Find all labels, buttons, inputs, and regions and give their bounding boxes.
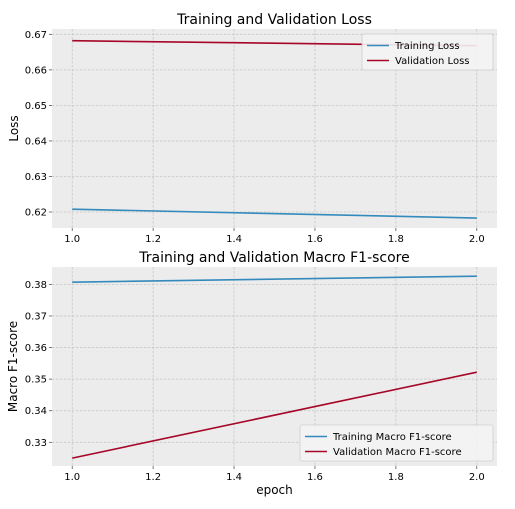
f1-y-tick-label: 0.36 <box>25 343 47 354</box>
loss-y-tick-label: 0.65 <box>25 101 47 112</box>
f1-series-line-2 <box>72 371 477 459</box>
f1-x-axis-label: epoch <box>256 483 293 497</box>
loss-x-tick-label: 1.8 <box>388 234 404 245</box>
f1-lines <box>72 275 477 459</box>
loss-y-ticks: 0.62 0.63 0.64 0.65 0.66 0.67 <box>25 30 52 219</box>
f1-y-tick-label: 0.38 <box>25 280 47 291</box>
f1-x-tick-label: 2.0 <box>469 472 485 483</box>
loss-y-axis-label: Loss <box>7 115 21 141</box>
loss-legend: Training Loss Validation Loss <box>361 33 494 71</box>
loss-x-ticks: 1.0 1.2 1.4 1.6 1.8 2.0 <box>64 228 485 245</box>
loss-subplot: 1.0 1.2 1.4 1.6 1.8 2.0 0.620.630.640.650.660… <box>7 12 497 245</box>
f1-legend-label-2: Validation Macro F1-score <box>333 447 462 458</box>
f1-y-tick-label: 0.33 <box>25 438 47 449</box>
f1-legend-label-1: Training Macro F1-score <box>332 432 452 443</box>
f1-grid <box>52 267 497 466</box>
loss-x-tick-label: 1.0 <box>64 234 80 245</box>
loss-y-tick-label: 0.66 <box>25 65 47 76</box>
loss-legend-label-1: Training Loss <box>394 41 460 52</box>
loss-chart-title: Training and Validation Loss <box>176 12 372 28</box>
loss-legend-label-2: Validation Loss <box>395 56 470 67</box>
f1-y-tick-label: 0.35 <box>25 375 47 386</box>
loss-legend-box <box>361 33 494 71</box>
loss-series-line-1 <box>72 208 477 219</box>
f1-y-axis-label: Macro F1-score <box>6 321 20 412</box>
f1-x-tick-label: 1.4 <box>226 472 242 483</box>
loss-y-tick-label: 0.62 <box>25 208 47 219</box>
f1-chart-title: Training and Validation Macro F1-score <box>138 250 410 266</box>
f1-x-tick-label: 1.2 <box>145 472 161 483</box>
f1-y-tick-label: 0.37 <box>25 311 47 322</box>
loss-grid <box>52 29 497 228</box>
f1-x-tick-label: 1.6 <box>307 472 323 483</box>
f1-y-tick-label: 0.34 <box>25 406 47 417</box>
f1-legend: Training Macro F1-score Validation Macro … <box>299 424 494 462</box>
loss-y-tick-label: 0.63 <box>25 172 47 183</box>
loss-y-tick-label: 0.67 <box>25 30 47 41</box>
f1-legend-box <box>299 424 494 462</box>
f1-x-ticks: 1.0 1.2 1.4 1.6 1.8 2.0 <box>64 466 485 483</box>
f1-x-tick-label: 1.8 <box>388 472 404 483</box>
loss-x-tick-label: 1.4 <box>226 234 242 245</box>
loss-y-tick-label: 0.64 <box>25 136 47 147</box>
f1-x-tick-label: 1.0 <box>64 472 80 483</box>
loss-x-tick-label: 2.0 <box>469 234 485 245</box>
f1-subplot: 1.0 1.2 1.4 1.6 1.8 2.0 0.330.340.350.360.370… <box>6 250 497 497</box>
loss-x-tick-label: 1.6 <box>307 234 323 245</box>
loss-x-tick-label: 1.2 <box>145 234 161 245</box>
f1-y-ticks: 0.33 0.34 0.35 0.36 0.37 0.38 <box>25 280 52 449</box>
f1-series-line-1 <box>72 275 477 283</box>
